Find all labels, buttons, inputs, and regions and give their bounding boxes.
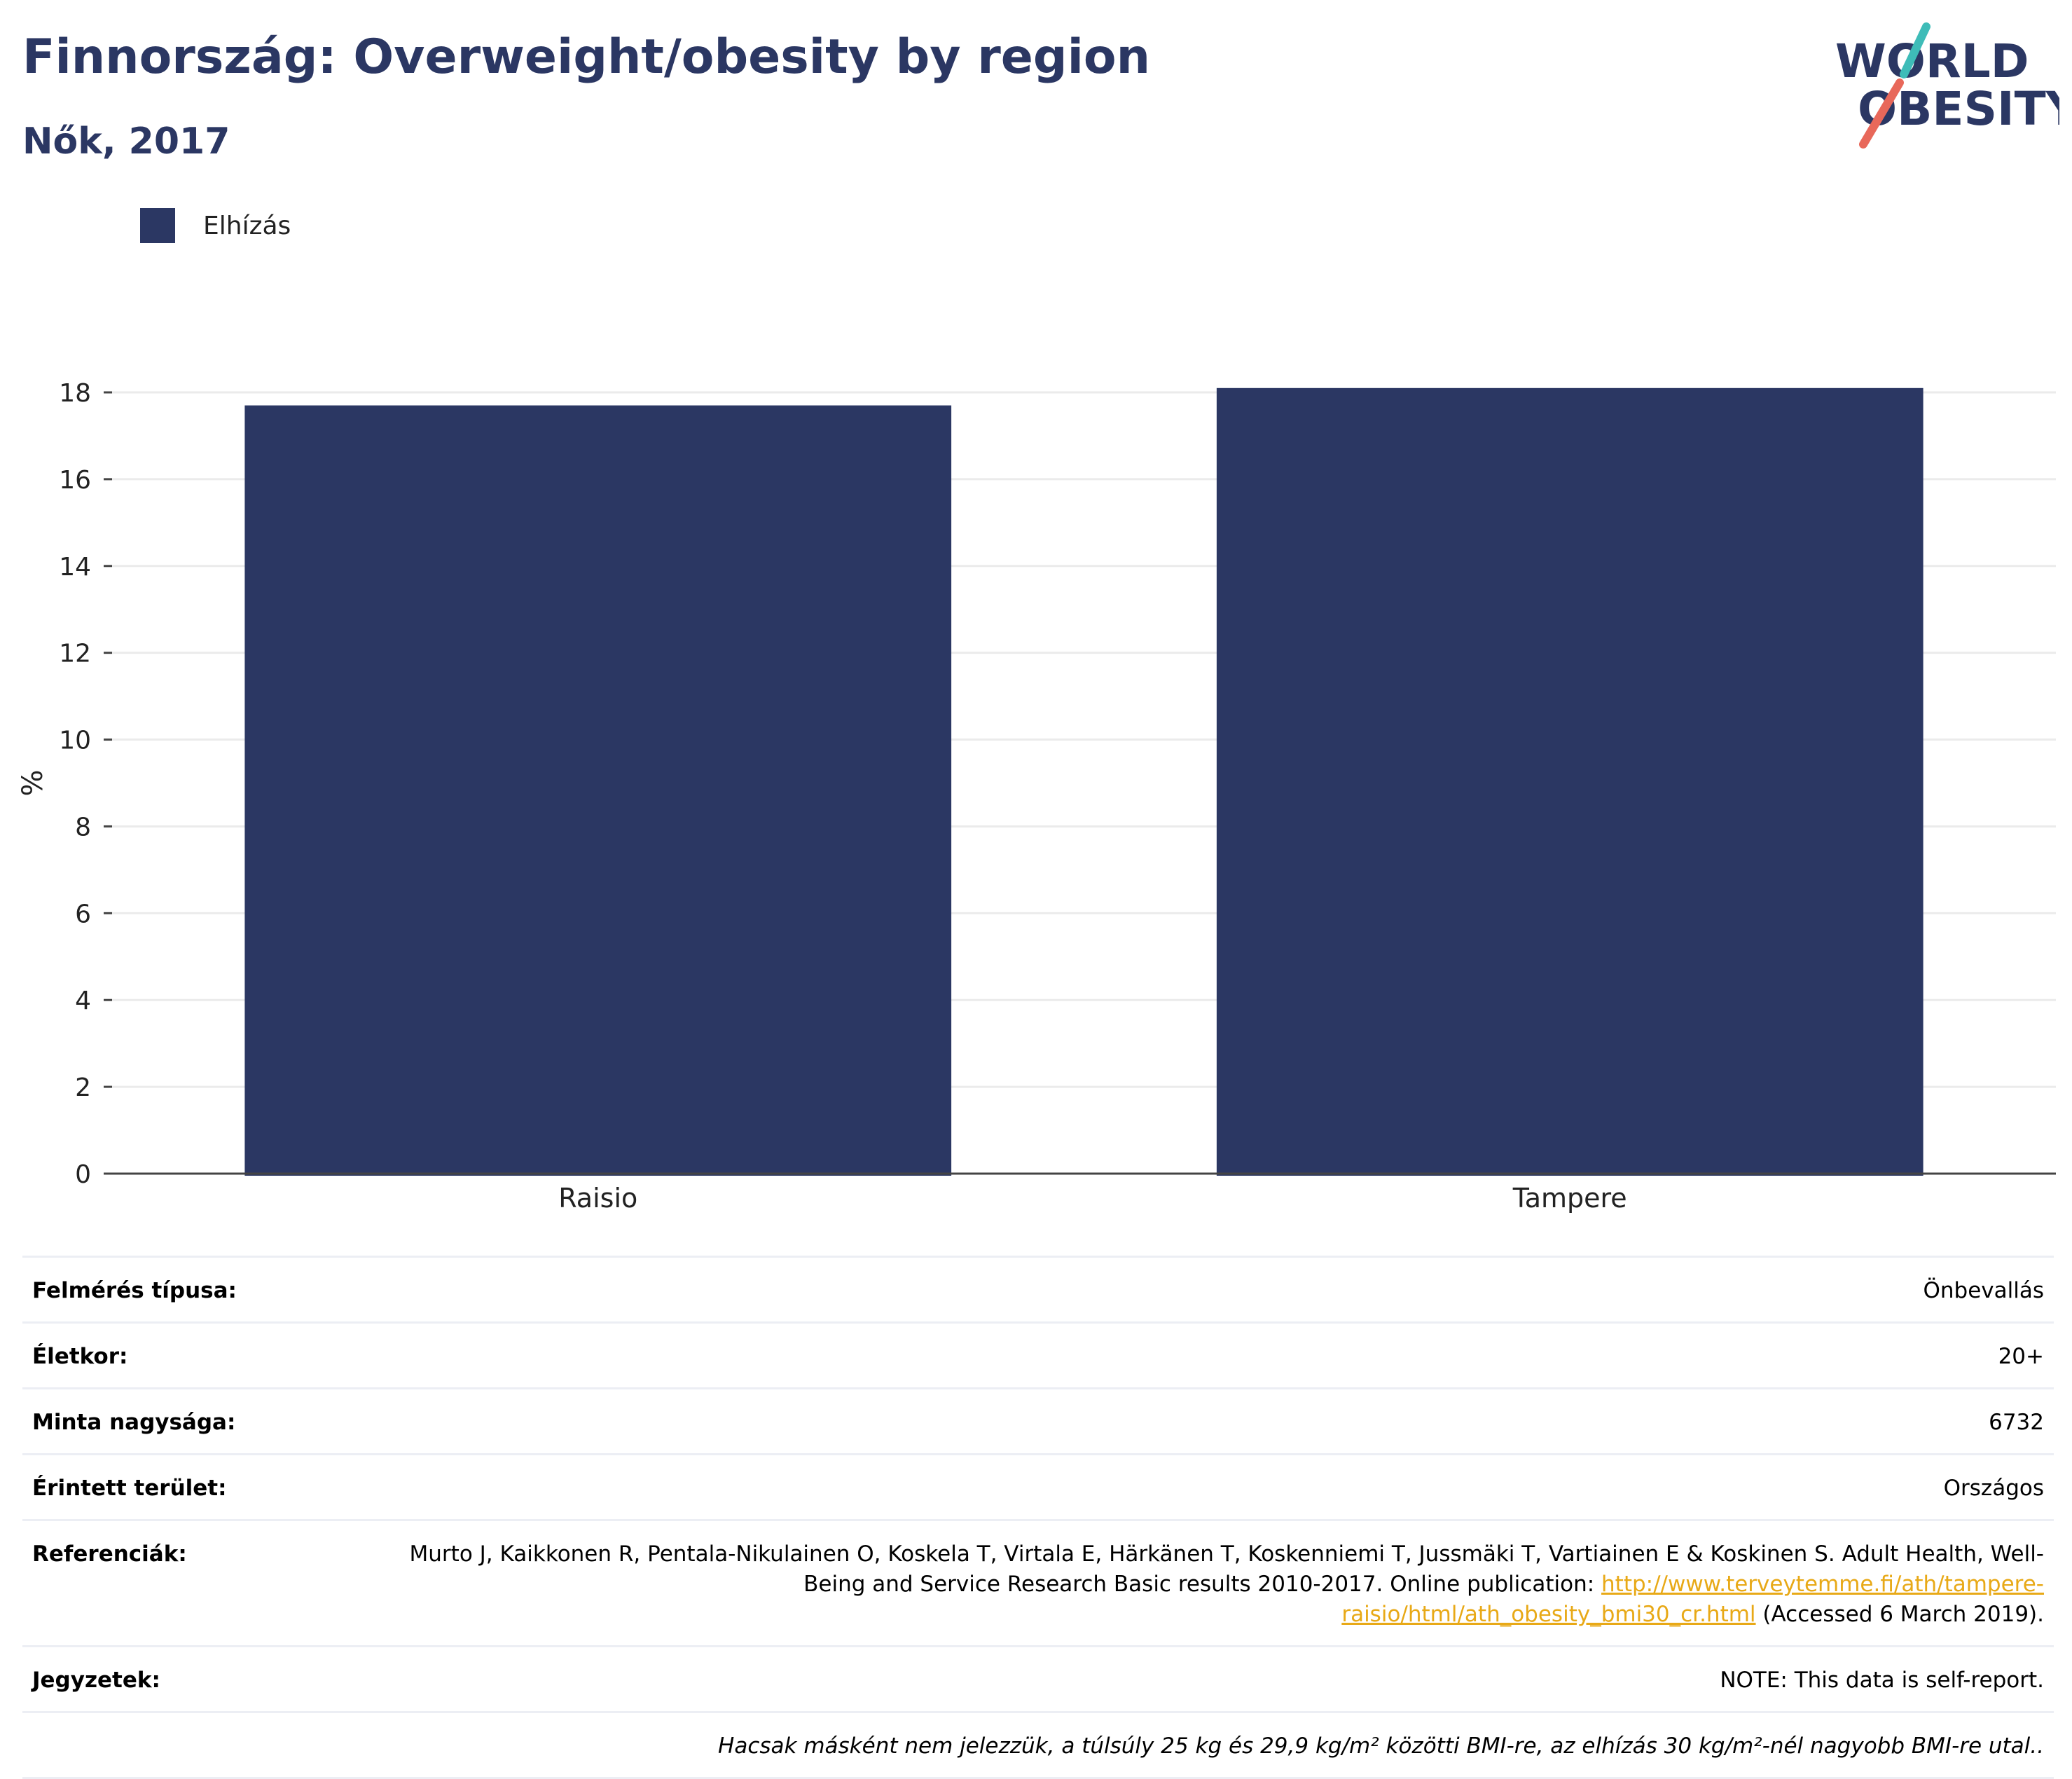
chart-legend[interactable]: Elhízás: [140, 207, 291, 244]
y-tick-label: 18: [59, 379, 91, 408]
meta-label-age: Életkor:: [32, 1344, 128, 1369]
logo-slash-teal: [1900, 22, 1931, 78]
bar-tampere: [1216, 387, 1923, 1176]
meta-row-footnote: Hacsak másként nem jelezzük, a túlsúly 2…: [22, 1713, 2054, 1779]
chart-subtitle: Nők, 2017: [22, 121, 230, 163]
reference-text: Murto J, Kaikkonen R, Pentala-Nikulainen…: [409, 1541, 2044, 1597]
x-tick-label: Tampere: [1512, 1183, 1627, 1214]
y-tick-label: 6: [75, 900, 91, 928]
legend-swatch-elhizas: [140, 208, 175, 243]
meta-row-notes: Jegyzetek: NOTE: This data is self-repor…: [22, 1647, 2054, 1713]
y-tick-label: 12: [59, 640, 91, 668]
y-tick-label: 16: [59, 466, 91, 495]
meta-value-notes: NOTE: This data is self-report.: [1720, 1668, 2044, 1693]
bar-raisio: [244, 405, 952, 1176]
footnote-text: Hacsak másként nem jelezzük, a túlsúly 2…: [718, 1733, 2044, 1759]
y-tick-label: 2: [75, 1073, 91, 1102]
meta-label-notes: Jegyzetek:: [32, 1668, 160, 1693]
meta-label-references: Referenciák:: [32, 1541, 187, 1567]
reference-link[interactable]: http://www.terveytemme.fi/ath/tampere-ra…: [1341, 1572, 2044, 1627]
reference-accessed: (Accessed 6 March 2019).: [1762, 1602, 2044, 1627]
chart-title: Finnország: Overweight/obesity by region: [22, 29, 1151, 85]
y-tick-label: 0: [75, 1160, 91, 1189]
meta-row-age: Életkor: 20+: [22, 1324, 2054, 1389]
meta-value-survey-type: Önbevallás: [1923, 1278, 2044, 1303]
meta-value-references: Murto J, Kaikkonen R, Pentala-Nikulainen…: [398, 1539, 2044, 1630]
meta-row-area: Érintett terület: Országos: [22, 1455, 2054, 1521]
logo-slash-red: [1859, 78, 1904, 149]
y-tick-label: 8: [75, 813, 91, 842]
metadata-table: Felmérés típusa: Önbevallás Életkor: 20+…: [22, 1256, 2054, 1779]
meta-label-sample-size: Minta nagysága:: [32, 1410, 236, 1435]
bar-chart: 0 2 4 6 8 10 12 14 16 18 Raisio Tampere %: [17, 379, 2056, 1214]
y-axis-label: %: [17, 769, 49, 796]
x-tick-label: Raisio: [558, 1183, 637, 1214]
meta-row-sample-size: Minta nagysága: 6732: [22, 1389, 2054, 1455]
y-tick-label: 4: [75, 987, 91, 1015]
meta-label-survey-type: Felmérés típusa:: [32, 1278, 237, 1303]
meta-row-references: Referenciák: Murto J, Kaikkonen R, Penta…: [22, 1521, 2054, 1647]
y-tick-label: 10: [59, 727, 91, 755]
meta-label-area: Érintett terület:: [32, 1476, 227, 1501]
meta-row-survey-type: Felmérés típusa: Önbevallás: [22, 1256, 2054, 1324]
logo-word-world: WORLD: [1835, 34, 2029, 88]
y-tick-label: 14: [59, 553, 91, 582]
meta-value-sample-size: 6732: [1989, 1410, 2044, 1435]
meta-value-age: 20+: [1998, 1344, 2044, 1369]
meta-value-area: Országos: [1943, 1476, 2044, 1501]
legend-label-elhizas: Elhízás: [203, 211, 291, 240]
world-obesity-logo: WORLD OBESITY: [1835, 22, 2059, 149]
